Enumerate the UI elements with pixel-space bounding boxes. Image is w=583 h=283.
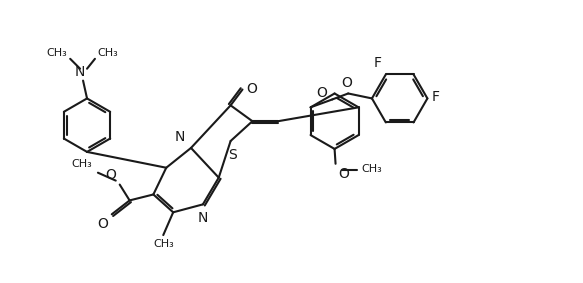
Text: O: O [341,76,352,89]
Text: CH₃: CH₃ [361,164,382,174]
Text: N: N [175,130,185,144]
Text: F: F [374,56,382,70]
Text: N: N [75,65,85,79]
Text: S: S [228,148,237,162]
Text: CH₃: CH₃ [97,48,118,58]
Text: CH₃: CH₃ [47,48,67,58]
Text: O: O [316,86,327,100]
Text: CH₃: CH₃ [71,159,92,169]
Text: O: O [97,217,108,231]
Text: O: O [105,168,116,182]
Text: F: F [431,91,440,104]
Text: O: O [247,82,257,96]
Text: CH₃: CH₃ [153,239,174,249]
Text: N: N [198,211,208,225]
Text: O: O [339,167,349,181]
